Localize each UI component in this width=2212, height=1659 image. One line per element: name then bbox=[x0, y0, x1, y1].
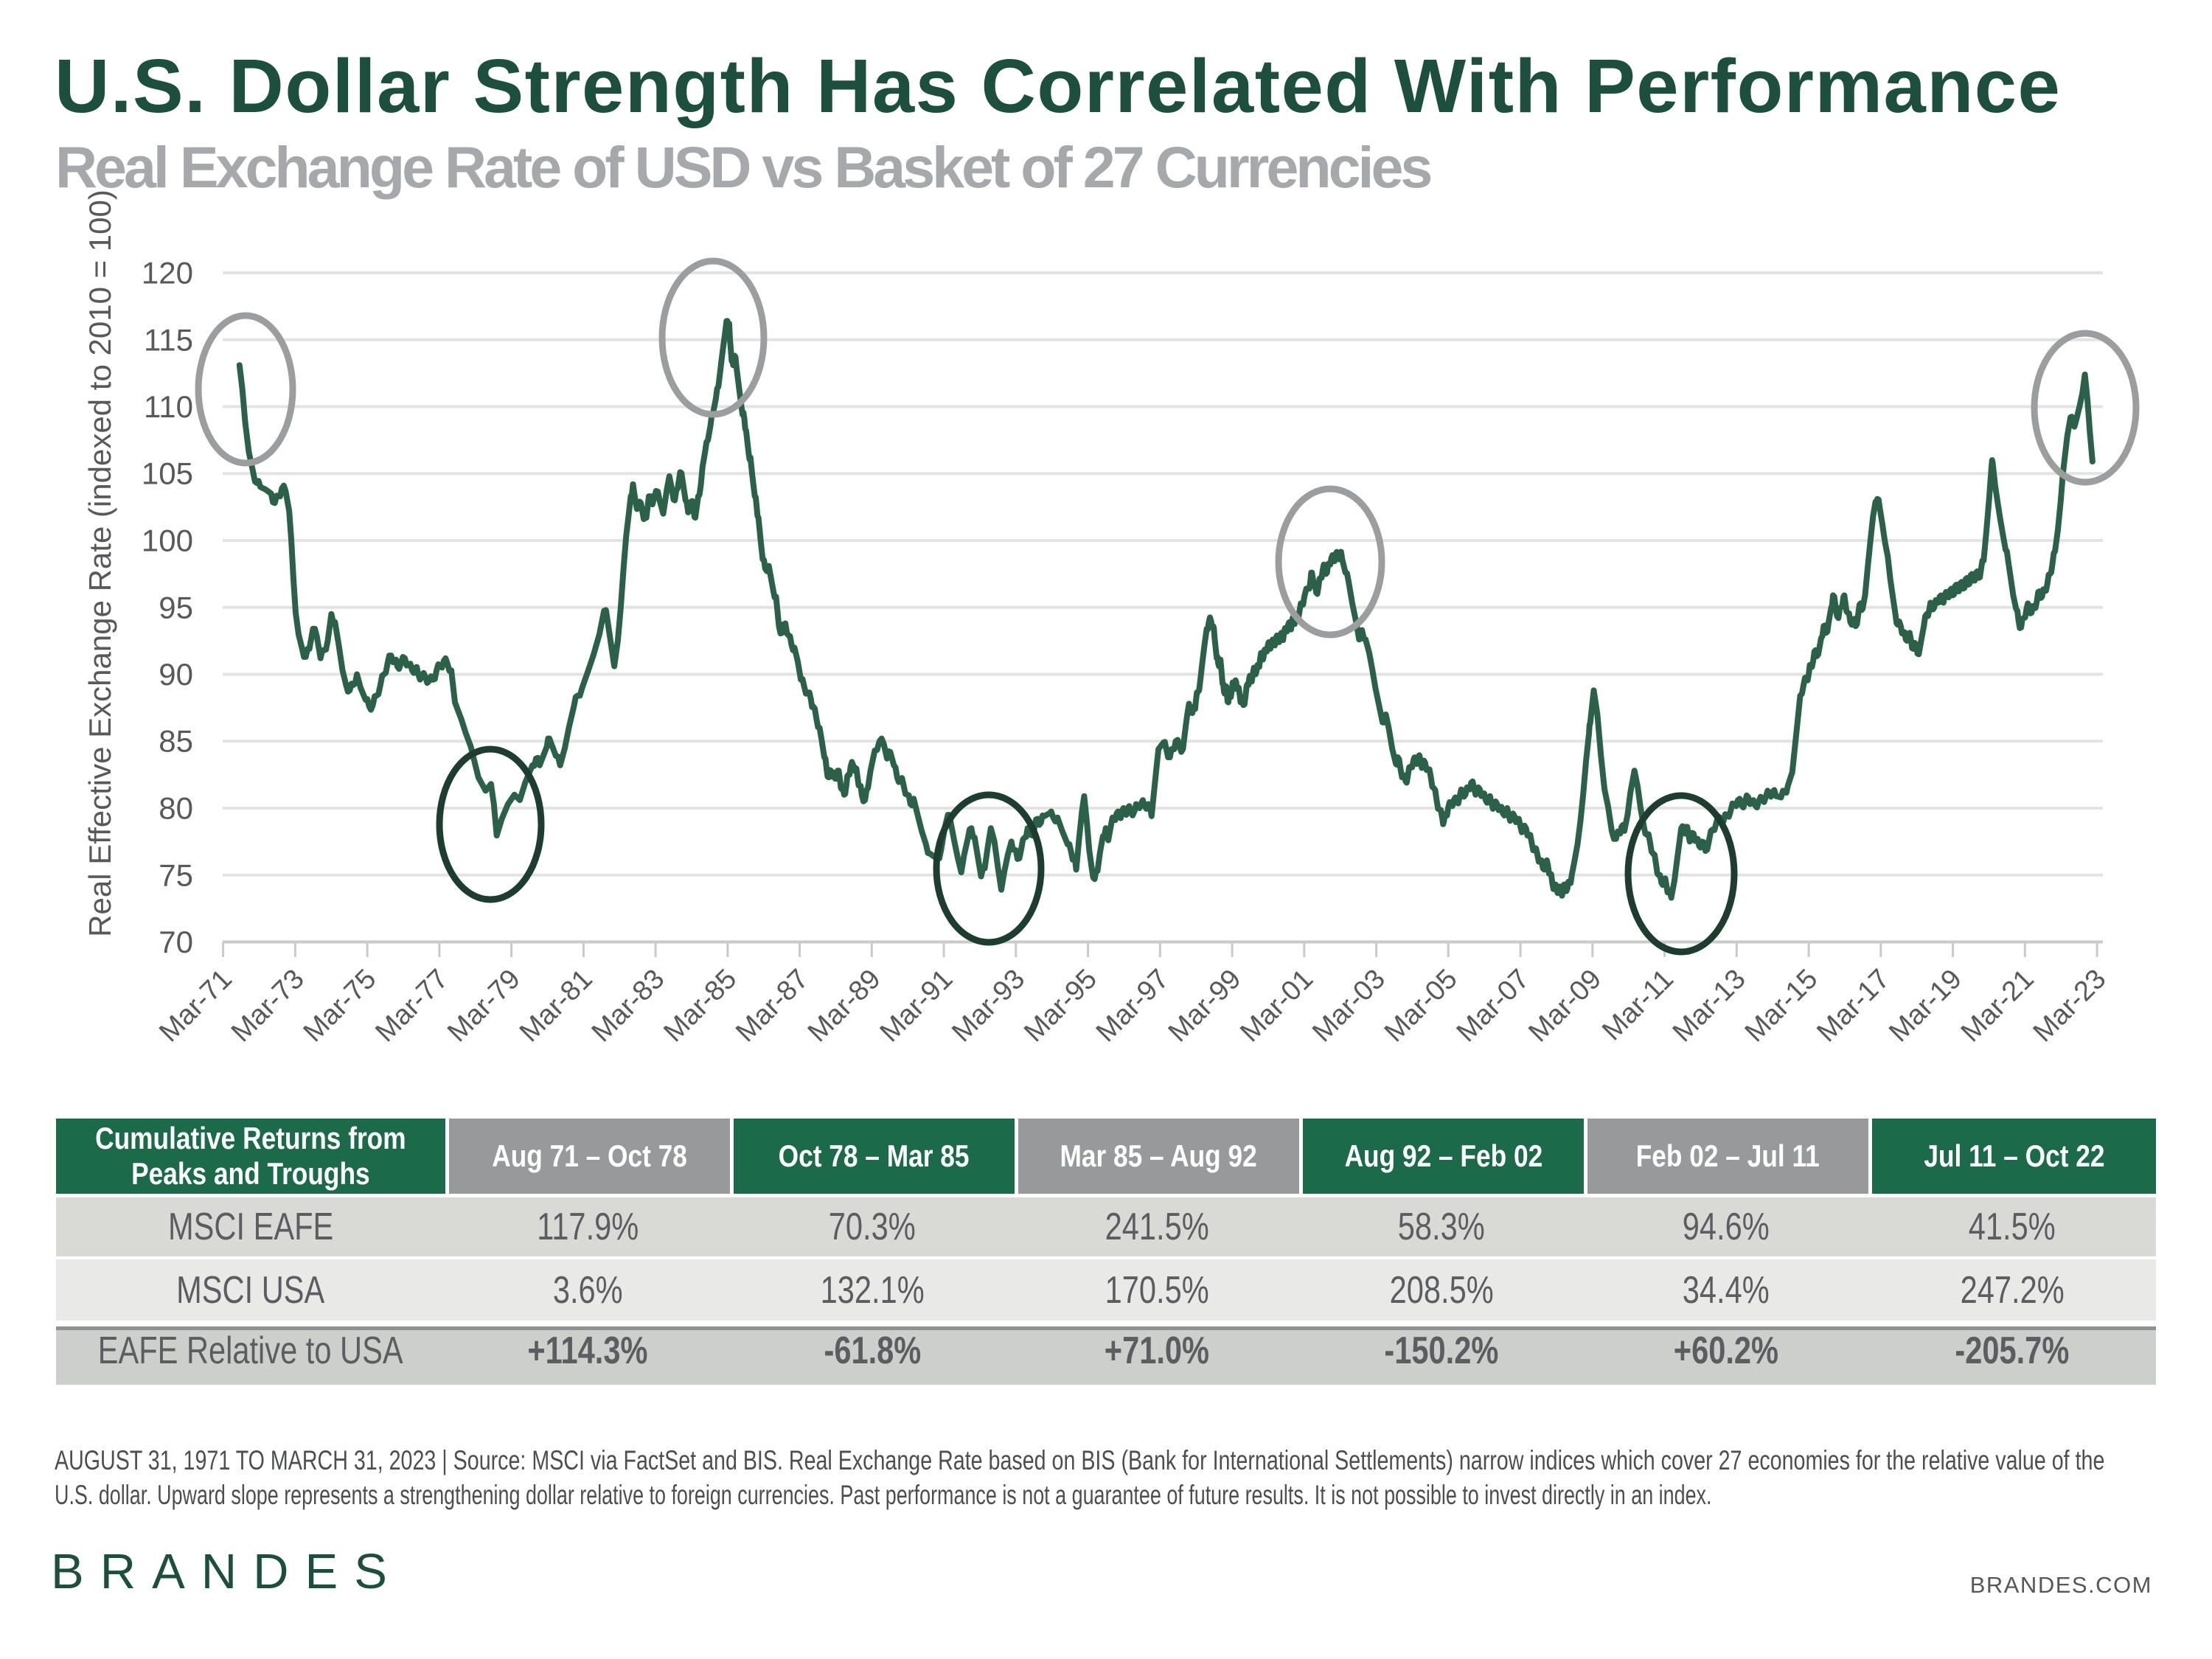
svg-text:Mar-87: Mar-87 bbox=[730, 964, 815, 1048]
svg-text:Mar-09: Mar-09 bbox=[1523, 964, 1607, 1048]
svg-text:70: 70 bbox=[159, 925, 193, 959]
svg-text:Mar-79: Mar-79 bbox=[442, 964, 526, 1048]
svg-text:Mar-05: Mar-05 bbox=[1379, 964, 1464, 1048]
svg-text:95: 95 bbox=[159, 590, 193, 625]
svg-text:105: 105 bbox=[142, 456, 193, 491]
svg-text:85: 85 bbox=[159, 724, 193, 759]
svg-text:Mar-07: Mar-07 bbox=[1451, 964, 1536, 1048]
svg-text:Mar-11: Mar-11 bbox=[1596, 964, 1680, 1047]
svg-text:Mar-75: Mar-75 bbox=[298, 964, 383, 1048]
svg-text:Mar-01: Mar-01 bbox=[1234, 964, 1319, 1048]
svg-text:Mar-71: Mar-71 bbox=[153, 964, 238, 1048]
svg-text:Mar-93: Mar-93 bbox=[946, 964, 1031, 1048]
svg-text:90: 90 bbox=[159, 657, 193, 692]
svg-text:Mar-23: Mar-23 bbox=[2028, 964, 2112, 1048]
svg-text:110: 110 bbox=[144, 389, 193, 424]
svg-text:Mar-15: Mar-15 bbox=[1739, 964, 1824, 1048]
svg-text:80: 80 bbox=[159, 791, 193, 826]
svg-text:115: 115 bbox=[144, 322, 193, 357]
svg-text:100: 100 bbox=[142, 524, 193, 558]
svg-text:Mar-03: Mar-03 bbox=[1307, 964, 1391, 1048]
svg-text:Mar-17: Mar-17 bbox=[1811, 964, 1896, 1048]
svg-text:Mar-95: Mar-95 bbox=[1018, 964, 1103, 1048]
svg-text:Mar-91: Mar-91 bbox=[874, 964, 959, 1048]
svg-text:Mar-97: Mar-97 bbox=[1091, 964, 1175, 1048]
svg-text:Mar-21: Mar-21 bbox=[1955, 964, 2040, 1048]
svg-text:Mar-89: Mar-89 bbox=[802, 964, 887, 1048]
svg-text:Real Effective Exchange Rate (: Real Effective Exchange Rate (indexed to… bbox=[83, 189, 117, 937]
svg-text:Mar-83: Mar-83 bbox=[586, 964, 671, 1048]
svg-text:75: 75 bbox=[159, 858, 193, 892]
svg-text:120: 120 bbox=[142, 256, 193, 291]
svg-text:Mar-81: Mar-81 bbox=[514, 964, 599, 1048]
svg-text:Mar-19: Mar-19 bbox=[1883, 964, 1968, 1048]
svg-text:Mar-13: Mar-13 bbox=[1667, 964, 1752, 1048]
svg-text:Mar-99: Mar-99 bbox=[1163, 964, 1248, 1048]
svg-text:Mar-85: Mar-85 bbox=[658, 964, 742, 1048]
svg-text:Mar-77: Mar-77 bbox=[369, 964, 454, 1048]
svg-text:Mar-73: Mar-73 bbox=[226, 964, 310, 1048]
